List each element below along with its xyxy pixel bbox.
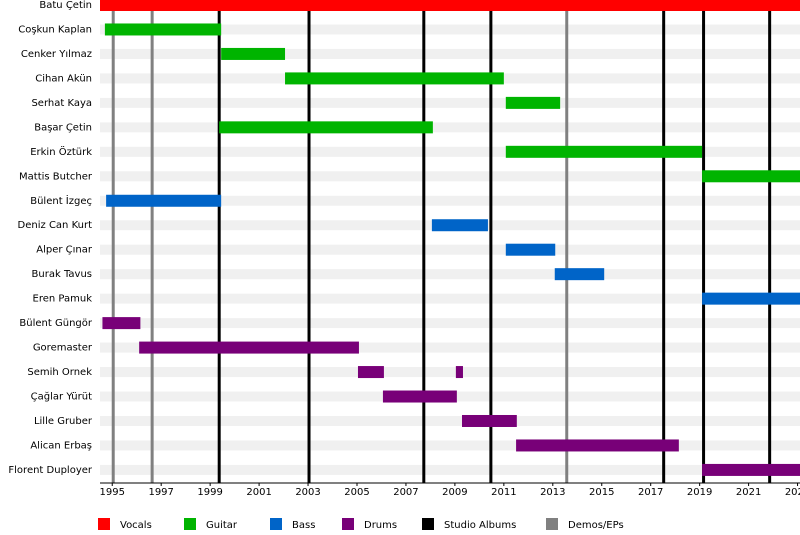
x-tick-label: 2021	[736, 487, 761, 498]
member-label: Goremaster	[33, 343, 93, 354]
x-tick-label: 2007	[393, 487, 418, 498]
member-label: Lille Gruber	[34, 416, 93, 427]
x-tick-label: 2019	[687, 487, 712, 498]
x-tick-label: 2005	[344, 487, 369, 498]
member-label: Erkin Öztürk	[30, 145, 92, 158]
tenure-bar	[219, 121, 433, 134]
tenure-bar	[221, 47, 286, 60]
legend-label: Vocals	[120, 520, 152, 531]
legend-swatch	[270, 518, 282, 530]
legend-swatch	[546, 518, 558, 530]
row-stripe	[100, 48, 800, 59]
member-label: Mattis Butcher	[19, 171, 93, 182]
row-stripe	[100, 342, 800, 353]
x-tick-label: 1997	[148, 487, 173, 498]
row-stripe	[100, 24, 800, 35]
legend-swatch	[98, 518, 110, 530]
row-stripe	[100, 146, 800, 157]
legend-swatch	[422, 518, 434, 530]
row-stripe	[100, 244, 800, 255]
row-stripe	[100, 464, 800, 475]
member-label: Çağlar Yürüt	[31, 391, 92, 403]
tenure-bar	[554, 268, 605, 281]
member-label: Alper Çınar	[36, 245, 93, 256]
tenure-bar	[461, 414, 517, 427]
tenure-bar	[505, 243, 556, 256]
tenure-bar	[357, 366, 384, 379]
tenure-bar	[104, 23, 222, 36]
legend-label: Guitar	[206, 520, 238, 531]
row-stripe	[100, 269, 800, 280]
tenure-bar	[505, 145, 703, 158]
member-label: Bülent Güngör	[19, 318, 92, 329]
tenure-bar	[702, 463, 800, 476]
row-stripe	[100, 97, 800, 108]
tenure-bar	[505, 96, 561, 109]
member-label: Florent Duployer	[8, 465, 92, 476]
row-stripe	[100, 293, 800, 304]
x-tick-label: 2001	[246, 487, 271, 498]
x-tick-label: 2015	[589, 487, 614, 498]
member-label: Alican Erbaş	[30, 440, 92, 451]
row-stripe	[100, 122, 800, 133]
member-label: Bülent İzgeç	[30, 194, 92, 207]
x-tick-label: 1995	[100, 487, 125, 498]
x-tick-label: 2003	[295, 487, 320, 498]
tenure-bar	[431, 219, 488, 232]
tenure-bar	[100, 0, 800, 11]
row-stripe	[100, 171, 800, 182]
x-tick-label: 2011	[491, 487, 516, 498]
row-stripe	[100, 195, 800, 206]
member-label: Coşkun Kaplan	[18, 24, 92, 35]
member-label: Serhat Kaya	[31, 98, 92, 109]
row-stripe	[100, 415, 800, 426]
x-tick-label: 2009	[442, 487, 467, 498]
member-label: Başar Çetin	[34, 122, 92, 133]
row-stripe	[100, 318, 800, 329]
member-label: Eren Pamuk	[33, 294, 93, 305]
tenure-bar	[702, 292, 800, 305]
row-stripe	[100, 367, 800, 378]
tenure-bar	[102, 317, 141, 330]
member-label: Semih Ornek	[27, 367, 92, 378]
legend-label: Studio Albums	[444, 520, 516, 531]
legend-label: Drums	[364, 520, 397, 531]
tenure-bar	[285, 72, 504, 85]
tenure-bar	[139, 341, 359, 354]
tenure-bar	[702, 170, 800, 183]
legend-swatch	[184, 518, 196, 530]
legend-label: Demos/EPs	[568, 520, 624, 531]
tenure-bar	[455, 366, 463, 379]
row-stripe	[100, 440, 800, 451]
tenure-bar	[516, 439, 679, 452]
x-tick-label: 2017	[638, 487, 663, 498]
member-label: Deniz Can Kurt	[18, 220, 93, 231]
member-label: Batu Çetin	[39, 0, 92, 11]
member-label: Cenker Yılmaz	[21, 49, 92, 60]
x-tick-label: 1999	[197, 487, 222, 498]
member-label: Burak Tavus	[32, 269, 92, 280]
x-tick-label: 2013	[540, 487, 565, 498]
tenure-bar	[382, 390, 457, 403]
legend-label: Bass	[292, 520, 315, 531]
member-label: Cihan Akün	[35, 73, 92, 84]
legend-swatch	[342, 518, 354, 530]
tenure-bar	[106, 194, 222, 207]
x-tick-label: 2023	[785, 487, 800, 498]
